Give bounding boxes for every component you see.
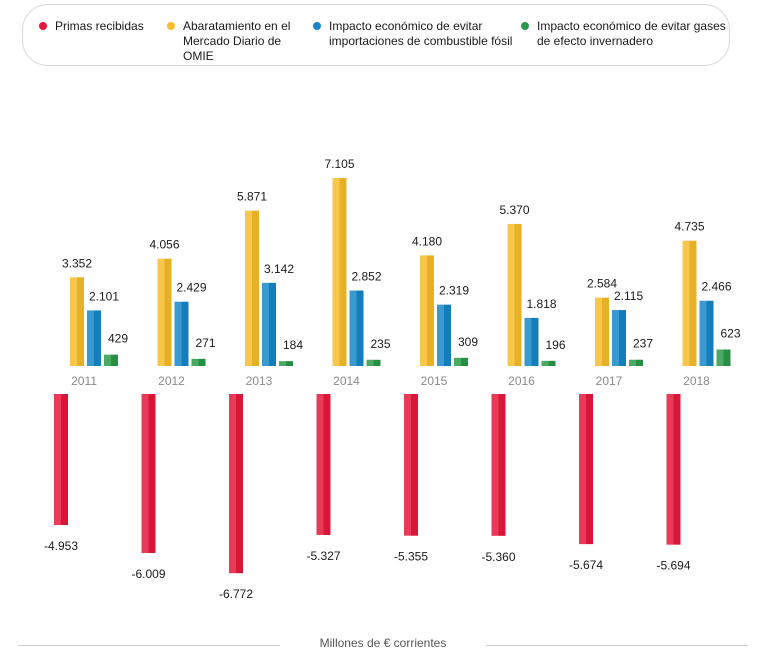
data-label-primas: -5.355 (394, 550, 428, 564)
legend-label-omie: Abaratamiento en el Mercado Diario de OM… (183, 19, 291, 63)
bar-omie-2017 (595, 297, 609, 366)
data-label-combustible: 2.429 (177, 281, 207, 295)
bar-primas-2014 (316, 394, 331, 535)
data-label-omie: 5.370 (499, 203, 529, 217)
x-tick-label: 2017 (596, 374, 623, 388)
x-tick-label: 2012 (158, 374, 185, 388)
bar-primas-2018 (666, 394, 681, 545)
bar-combustible-2015 (437, 304, 451, 366)
bar-primas-2011 (54, 394, 68, 526)
data-label-omie: 4.735 (674, 220, 704, 234)
bar-gases-2014 (366, 359, 381, 366)
bar-omie-2016 (507, 223, 522, 366)
bar-combustible-2013 (262, 282, 276, 366)
data-label-primas: -6.009 (131, 567, 165, 581)
data-label-combustible: 1.818 (527, 297, 557, 311)
bar-omie-2011 (70, 277, 84, 366)
bar-primas-2012 (141, 394, 156, 553)
data-label-combustible: 2.319 (439, 284, 469, 298)
x-tick-label: 2014 (333, 374, 360, 388)
bar-omie-2015 (420, 255, 434, 366)
data-label-omie: 7.105 (324, 157, 354, 171)
bar-gases-2016 (541, 360, 556, 366)
bar-combustible-2012 (174, 301, 189, 366)
data-label-omie: 4.180 (412, 234, 442, 248)
legend-swatch-gases (521, 22, 529, 30)
data-label-gases: 271 (196, 336, 216, 350)
data-label-gases: 429 (108, 332, 128, 346)
bar-primas-2015 (404, 394, 418, 536)
bar-combustible-2018 (699, 300, 714, 366)
data-label-omie: 3.352 (62, 256, 92, 270)
legend-swatch-primas (39, 22, 47, 30)
bar-primas-2017 (579, 394, 593, 545)
footer-rule-right (486, 645, 748, 646)
data-label-combustible: 3.142 (264, 262, 294, 276)
data-label-primas: -5.327 (306, 549, 340, 563)
legend-swatch-omie (167, 22, 175, 30)
bar-combustible-2016 (524, 317, 539, 366)
footer-rule-left (18, 645, 280, 646)
bar-omie-2014 (332, 178, 347, 366)
data-label-gases: 623 (721, 327, 741, 341)
data-label-primas: -6.772 (219, 587, 253, 601)
chart-legend: Primas recibidas Abaratamiento en el Mer… (22, 4, 730, 66)
legend-label-gases: Impacto económico de evitar gases de efe… (537, 19, 726, 48)
data-label-gases: 196 (546, 338, 566, 352)
bar-combustible-2017 (612, 310, 626, 366)
unit-label: Millones de € corrientes (319, 636, 447, 650)
data-label-gases: 309 (458, 335, 478, 349)
data-label-combustible: 2.115 (614, 289, 643, 303)
data-label-primas: -5.674 (569, 558, 603, 572)
data-label-omie: 4.056 (149, 238, 179, 252)
x-tick-label: 2018 (683, 374, 710, 388)
data-label-omie: 2.584 (587, 277, 617, 291)
x-tick-label: 2011 (71, 374, 97, 388)
bar-primas-2013 (229, 394, 243, 574)
x-tick-label: 2016 (508, 374, 535, 388)
x-tick-label: 2013 (246, 374, 273, 388)
data-label-gases: 235 (371, 337, 391, 351)
data-label-primas: -5.360 (481, 550, 515, 564)
bar-combustible-2011 (87, 310, 101, 366)
data-label-combustible: 2.852 (352, 270, 382, 284)
bar-omie-2012 (157, 258, 172, 366)
data-label-gases: 184 (283, 338, 303, 352)
bar-gases-2018 (716, 349, 731, 366)
data-label-combustible: 2.101 (89, 289, 119, 303)
bar-gases-2015 (454, 357, 468, 366)
bar-combustible-2014 (349, 290, 364, 366)
data-label-omie: 5.871 (237, 190, 267, 204)
bar-gases-2011 (104, 354, 118, 366)
bar-omie-2013 (245, 210, 259, 366)
bar-gases-2017 (629, 359, 643, 366)
bar-omie-2018 (682, 240, 697, 366)
data-label-primas: -5.694 (656, 559, 690, 573)
x-tick-label: 2015 (421, 374, 448, 388)
data-label-combustible: 2.466 (702, 280, 732, 294)
data-label-primas: -4.953 (44, 539, 78, 553)
bar-gases-2012 (191, 358, 206, 366)
legend-label-primas: Primas recibidas (55, 19, 144, 33)
data-label-gases: 237 (633, 337, 653, 351)
legend-label-combustible: Impacto económico de evitar importacione… (329, 19, 513, 48)
bar-primas-2016 (491, 394, 506, 536)
legend-swatch-combustible (313, 22, 321, 30)
bar-gases-2013 (279, 361, 293, 366)
